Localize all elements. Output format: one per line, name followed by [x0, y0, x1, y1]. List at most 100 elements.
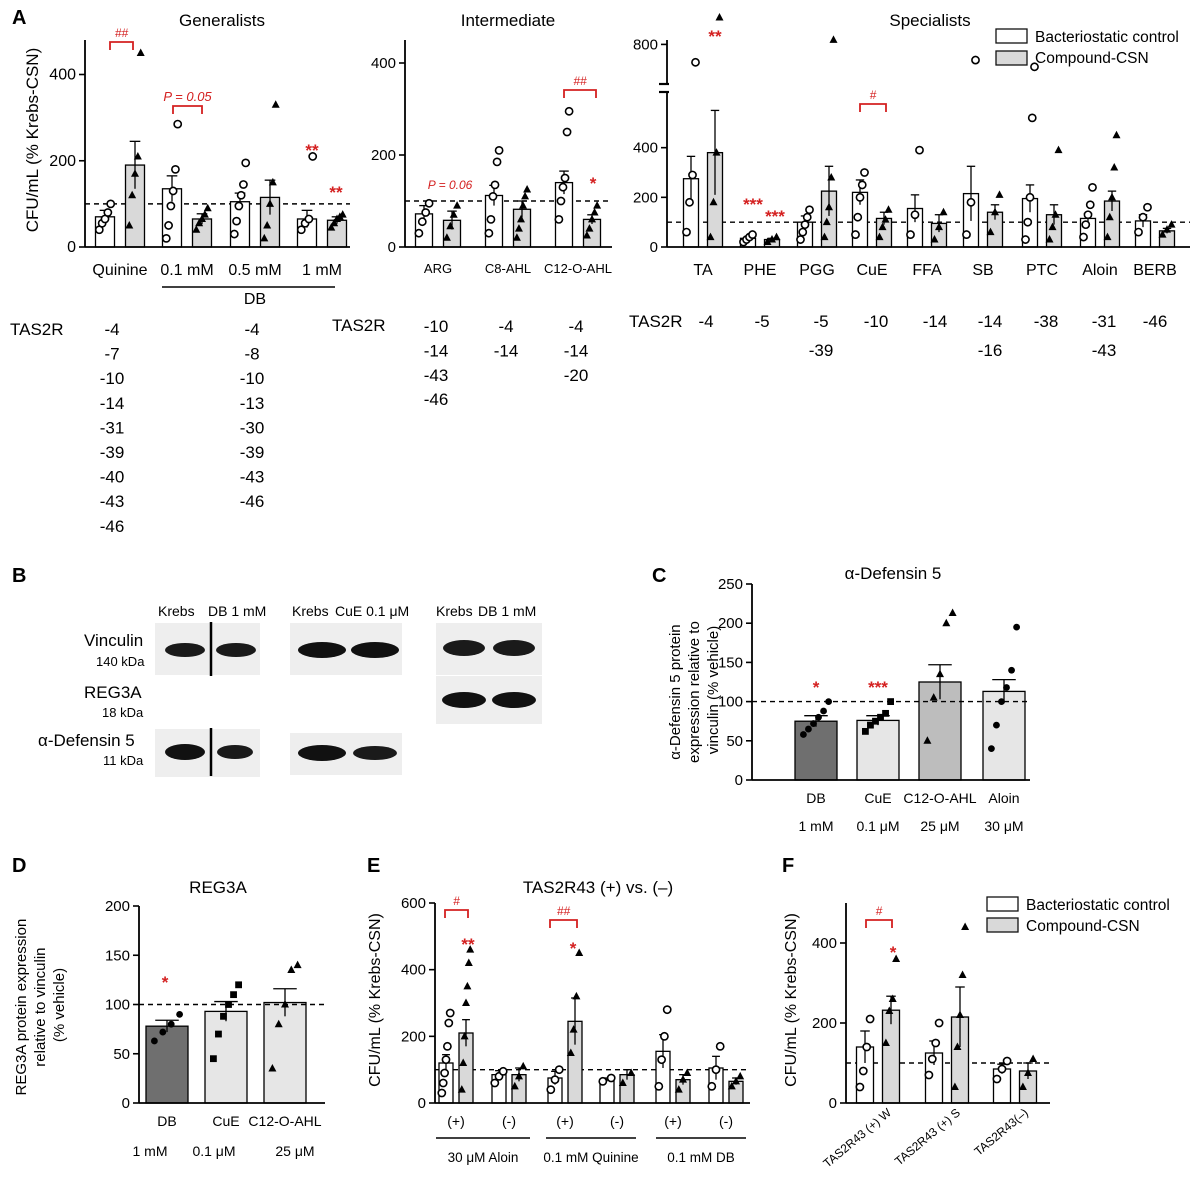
x-tick-label: 0.5 mM — [228, 262, 281, 279]
y-axis-label-c: α-Defensin 5 protein expression relative… — [667, 617, 722, 763]
data-point — [128, 190, 137, 199]
tas2r-value: -31 — [100, 418, 125, 437]
concentration-label: 1 mM — [133, 1143, 168, 1159]
bar — [992, 1068, 1012, 1104]
data-point — [992, 1074, 1002, 1084]
data-point — [281, 1000, 289, 1008]
bar — [982, 690, 1026, 781]
data-point — [327, 223, 336, 231]
y-tick-label: 200 — [49, 153, 76, 170]
y-tick-label: 100 — [105, 997, 130, 1014]
significance-label: P = 0.05 — [163, 89, 212, 104]
data-point — [203, 203, 212, 212]
x-tick-label: TAS2R43 (+) S — [892, 1106, 963, 1169]
tas2r-value: -10 — [864, 312, 889, 331]
data-point — [1108, 192, 1116, 201]
data-point — [988, 745, 995, 753]
blot-band — [492, 692, 536, 708]
data-point — [942, 618, 951, 627]
data-point — [598, 1076, 608, 1086]
data-point — [486, 214, 496, 224]
tas2r-value: -14 — [494, 341, 519, 360]
significance-bracket — [549, 919, 578, 928]
bar — [794, 720, 838, 781]
y-tick-label: 0 — [829, 1095, 837, 1112]
data-point — [173, 119, 183, 129]
data-point — [585, 224, 594, 232]
tas2r-value: -16 — [978, 341, 1003, 360]
tas2r-value: -7 — [104, 345, 119, 364]
tas2r-value: -39 — [809, 341, 834, 360]
data-point — [440, 1068, 449, 1078]
blot-header: Krebs — [158, 603, 195, 619]
data-point — [304, 214, 314, 224]
data-point — [810, 720, 817, 727]
data-point — [827, 172, 836, 181]
data-point — [1085, 200, 1095, 210]
blot-band — [443, 640, 485, 656]
data-point — [878, 222, 887, 231]
data-point — [268, 177, 277, 186]
data-point — [1083, 210, 1093, 220]
x-tick-label: FFA — [912, 262, 942, 279]
legend-label-compound: Compound-CSN — [1026, 918, 1140, 935]
tas2r-value: -43 — [424, 366, 449, 385]
blot-kda-defensin: 11 kDa — [103, 753, 144, 768]
data-point — [550, 1075, 560, 1085]
data-point — [239, 180, 248, 189]
data-point — [484, 228, 494, 238]
bar — [204, 1010, 248, 1104]
data-point — [1021, 235, 1030, 244]
data-point — [865, 1014, 875, 1024]
blot-band — [165, 643, 205, 657]
data-point — [167, 1020, 175, 1028]
chart-title-defensin: α-Defensin 5 — [845, 564, 942, 583]
significance-label: # — [870, 88, 877, 102]
x-tick-label: CuE — [212, 1113, 239, 1129]
x-tick-label: Quinine — [92, 262, 147, 279]
x-tick-label: SB — [972, 262, 993, 279]
significance-label: ## — [115, 26, 129, 40]
data-point — [176, 1010, 184, 1018]
panel-label-b: B — [12, 565, 26, 587]
data-point — [1081, 220, 1091, 230]
data-point — [1110, 163, 1119, 171]
data-point — [195, 218, 204, 227]
data-point — [1158, 230, 1167, 238]
data-point — [1103, 232, 1112, 241]
data-point — [660, 1031, 669, 1041]
data-point — [200, 210, 209, 218]
data-point — [956, 1010, 964, 1018]
data-point — [463, 981, 472, 990]
data-point — [230, 991, 237, 999]
data-point — [215, 1030, 222, 1038]
data-point — [674, 1085, 683, 1093]
data-point — [464, 958, 473, 966]
data-point — [930, 235, 939, 243]
legend-swatch-control — [986, 896, 1019, 912]
blot-band — [216, 643, 256, 657]
data-point — [560, 173, 570, 183]
data-point — [736, 1071, 745, 1080]
data-point — [915, 145, 924, 155]
x-tick-label: (+) — [447, 1113, 465, 1129]
y-tick-label: 50 — [726, 733, 743, 750]
data-point — [1023, 217, 1033, 227]
data-point — [1048, 222, 1057, 231]
tas2r-value: -14 — [424, 341, 449, 360]
data-point — [488, 191, 498, 201]
data-point — [558, 182, 568, 192]
data-point — [882, 709, 889, 717]
data-point — [263, 220, 272, 229]
data-point — [235, 981, 242, 989]
legend-label-control: Bacteriostatic control — [1035, 29, 1179, 46]
data-point — [1138, 212, 1148, 222]
blot-row-label-defensin: α-Defensin 5 — [38, 731, 135, 750]
data-point — [198, 214, 206, 222]
data-point — [958, 970, 967, 978]
data-point — [962, 230, 971, 239]
blot-band — [351, 642, 399, 658]
legend-label-compound: Compound-CSN — [1035, 50, 1149, 67]
blot-band — [493, 640, 535, 656]
data-point — [906, 230, 915, 239]
